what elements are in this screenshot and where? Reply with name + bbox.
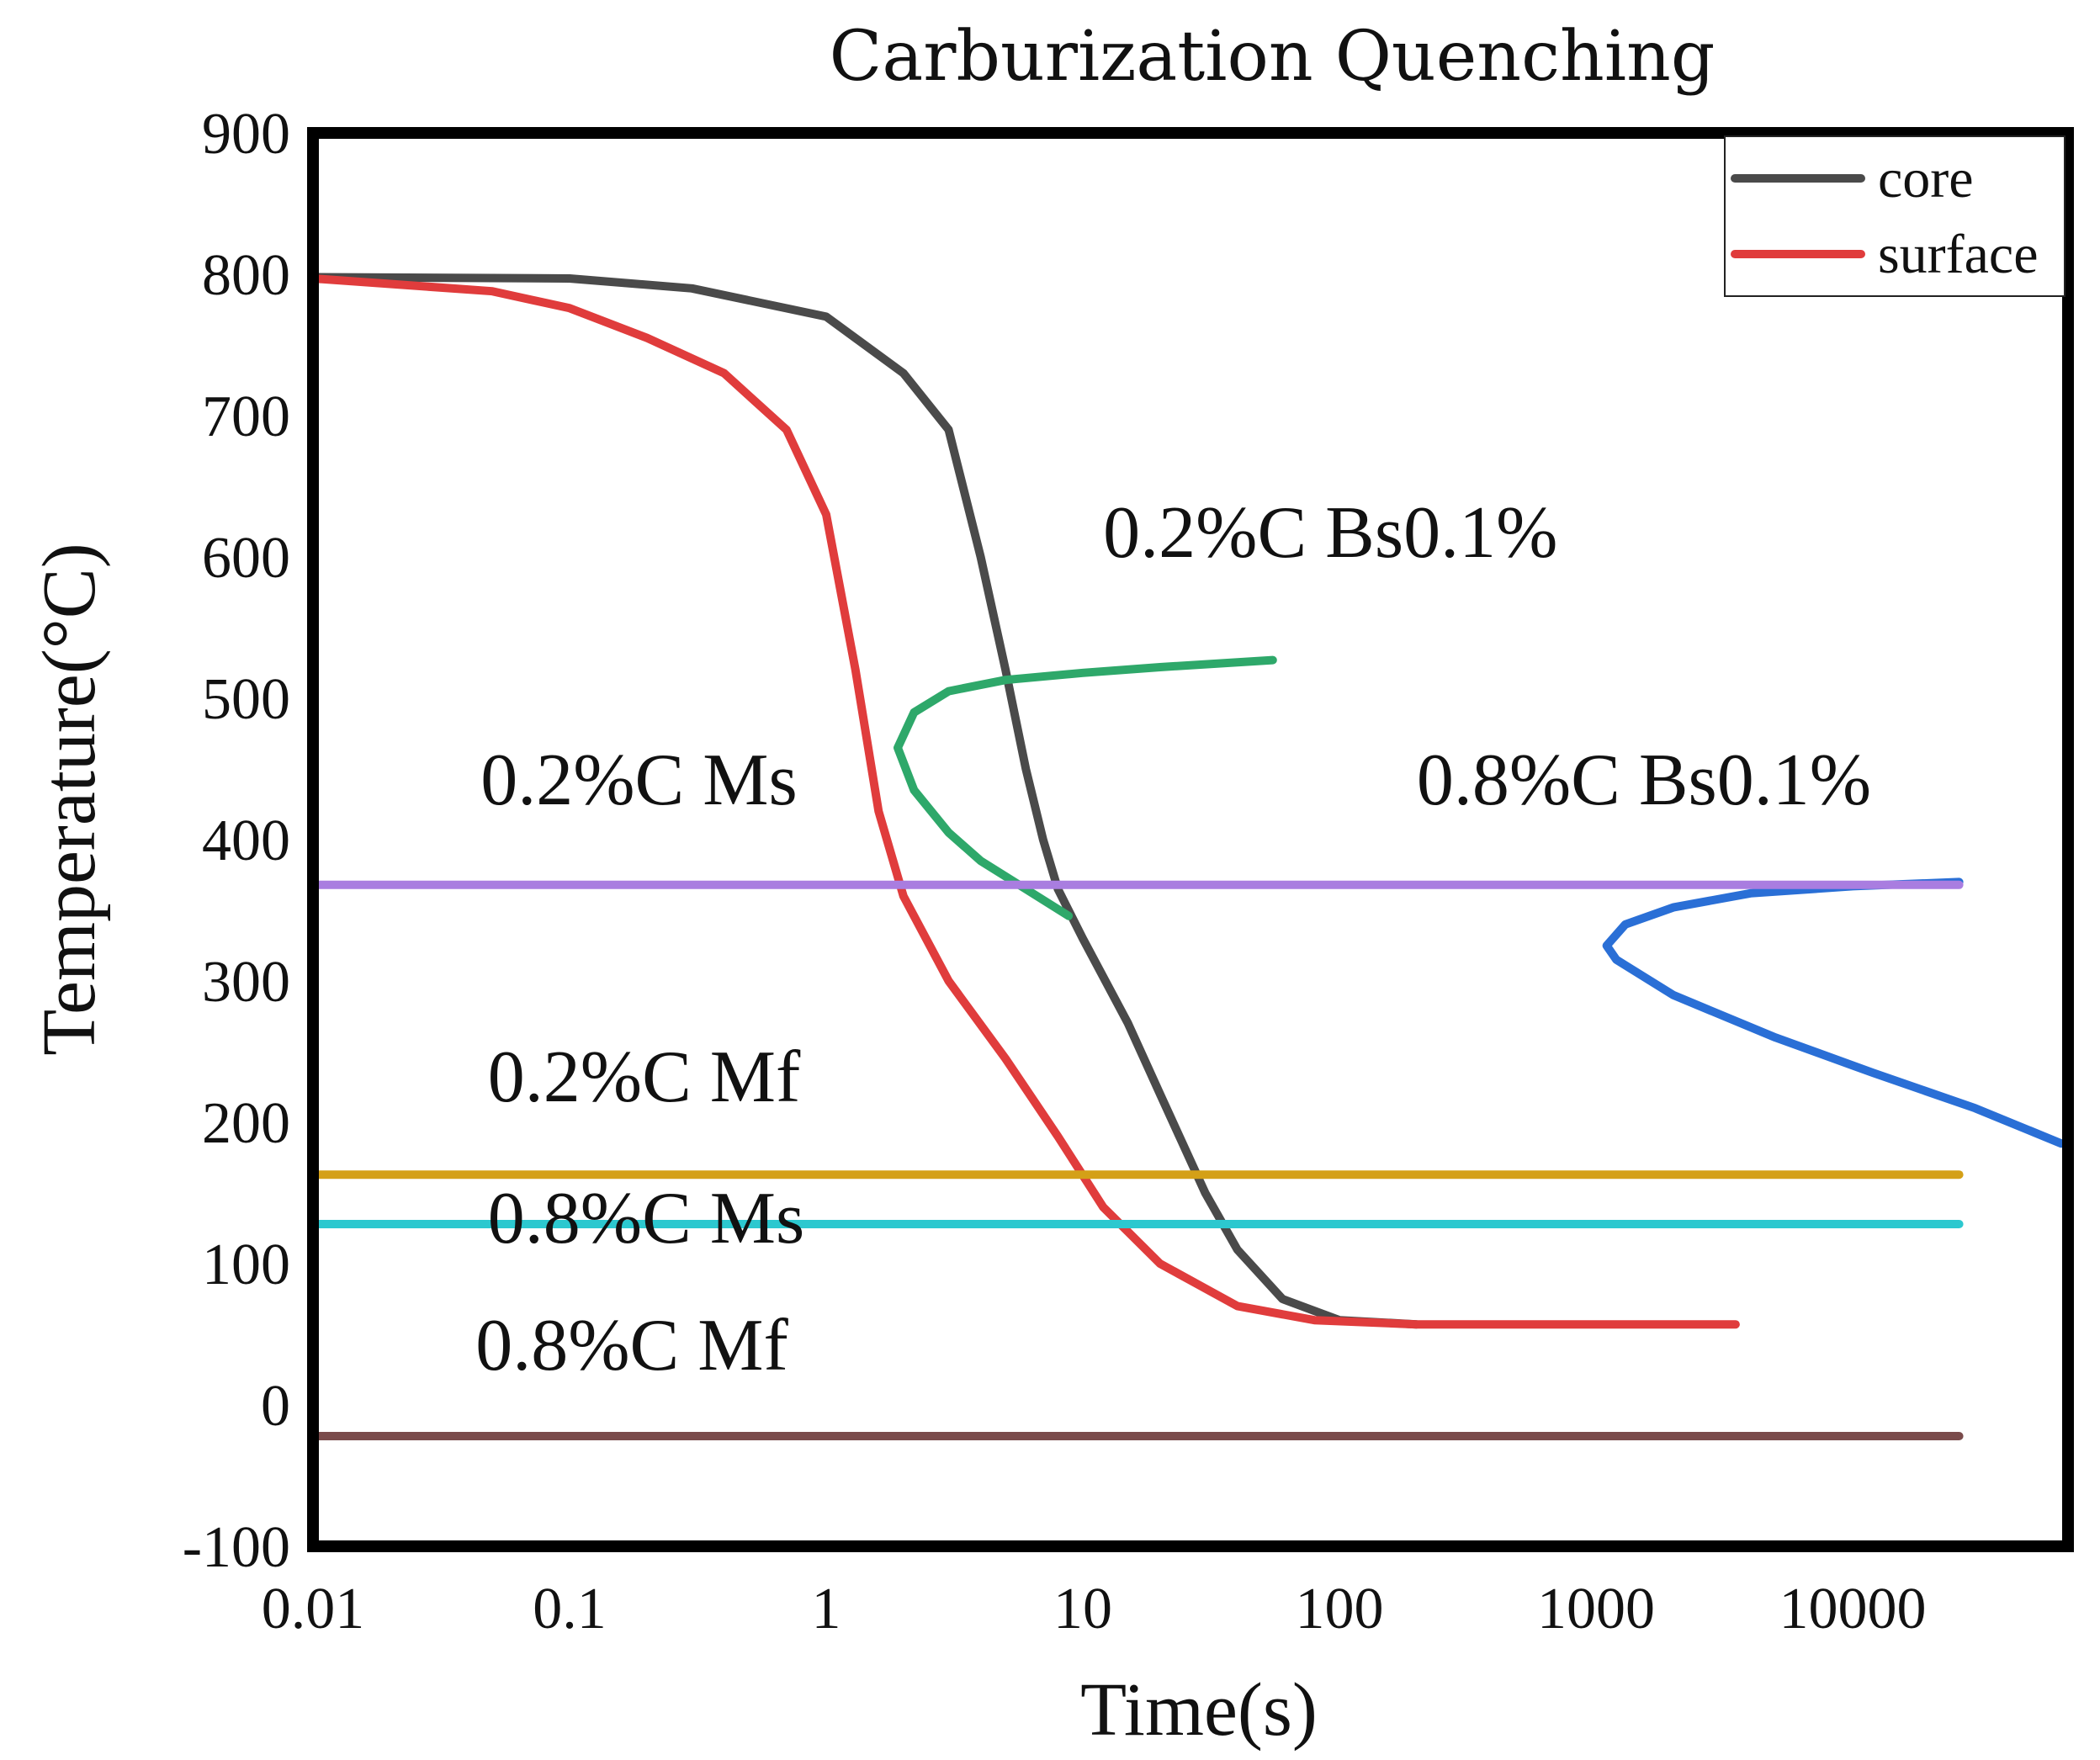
x-tick-labels: 0.01 0.1 1 10 100 1000 10000 [262, 1577, 1927, 1641]
series-line-0-8pctc-bs0-1pct [1602, 877, 2066, 1148]
legend-label-core: core [1878, 148, 1974, 209]
y-tick-label: 100 [202, 1233, 290, 1297]
y-axis-label: Temperature(°C) [28, 543, 111, 1055]
ann-02c-mf: 0.2%C Mf [488, 1036, 801, 1118]
legend-label-surface: surface [1878, 224, 2039, 285]
legend: core surface [1724, 135, 2066, 297]
chart-title: Carburization Quenching [830, 17, 1716, 97]
y-tick-label: 700 [202, 384, 290, 449]
series-line-surface [313, 274, 1740, 1329]
plot-frame [307, 127, 2074, 1552]
y-tick-label: 300 [202, 950, 290, 1015]
x-tick-label: 10000 [1779, 1577, 1927, 1641]
ann-08c-ms: 0.8%C Ms [488, 1178, 805, 1259]
y-tick-labels: -100 0 100 200 300 400 500 600 700 800 900 [183, 102, 290, 1580]
y-tick-label: 200 [202, 1091, 290, 1156]
x-tick-label: 0.1 [533, 1577, 607, 1641]
y-tick-label: 500 [202, 667, 290, 732]
x-tick-label: 0.01 [262, 1577, 365, 1641]
ann-02c-ms: 0.2%C Ms [480, 740, 798, 821]
y-tick-label: -100 [183, 1515, 290, 1580]
x-tick-label: 1 [812, 1577, 841, 1641]
y-tick-label: 0 [261, 1374, 290, 1439]
series-line-0-2pctc-bs0-1pct [894, 655, 1277, 920]
legend-box [1724, 135, 2066, 297]
curves-layer [313, 273, 2066, 1440]
x-axis-label: Time(s) [1080, 1668, 1318, 1752]
x-tick-label: 10 [1053, 1577, 1112, 1641]
x-tick-label: 1000 [1537, 1577, 1655, 1641]
y-tick-label: 600 [202, 526, 290, 591]
ann-02c-bs: 0.2%C Bs0.1% [1103, 492, 1557, 574]
ann-08c-mf: 0.8%C Mf [475, 1305, 788, 1386]
y-tick-label: 400 [202, 808, 290, 873]
annotations: 0.2%C Bs0.1% 0.8%C Bs0.1% 0.2%C Ms 0.2%C Mf… [475, 492, 1871, 1386]
y-tick-label: 900 [202, 102, 290, 167]
ann-08c-bs: 0.8%C Bs0.1% [1417, 740, 1871, 821]
series-line-core [313, 273, 1421, 1329]
y-tick-label: 800 [202, 243, 290, 308]
x-tick-label: 100 [1296, 1577, 1384, 1641]
